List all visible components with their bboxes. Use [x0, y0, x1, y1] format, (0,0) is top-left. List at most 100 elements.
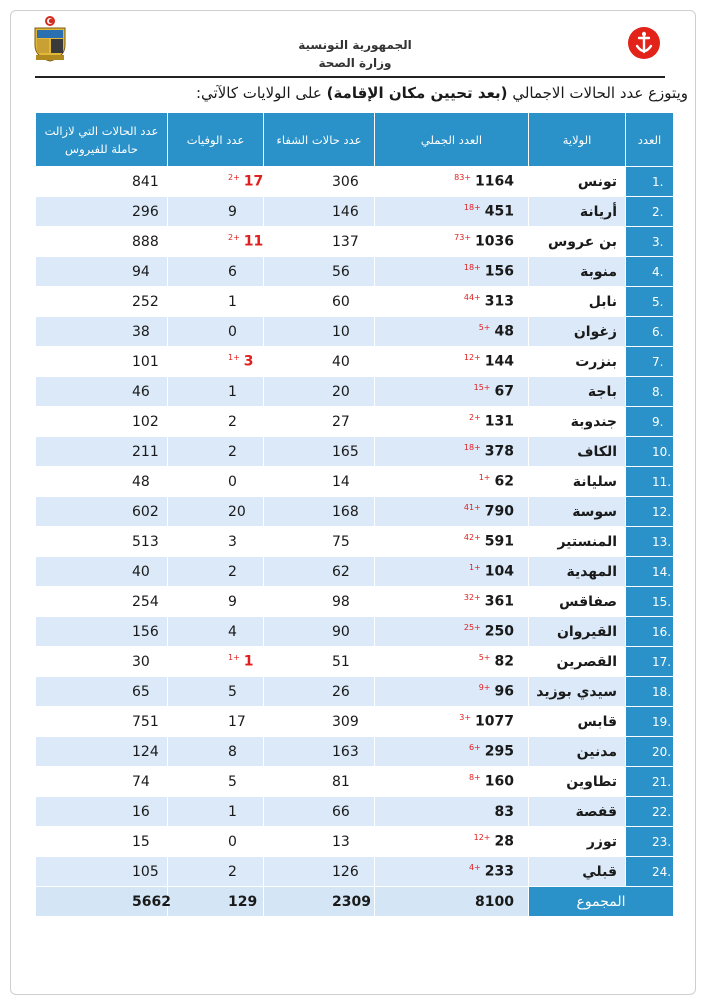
- cell-total: 5+ 82: [374, 646, 529, 677]
- cell-index: 23.: [625, 826, 674, 857]
- cell-active: 513: [35, 526, 168, 557]
- cell-cured: 146: [263, 196, 375, 227]
- cell-cured: 165: [263, 436, 375, 467]
- cell-total-value: 48: [494, 323, 514, 340]
- cell-active-value: 841: [132, 173, 159, 190]
- cell-total: 6+ 295: [374, 736, 529, 767]
- cell-total: 1+ 104: [374, 556, 529, 587]
- cell-index: 11.: [625, 466, 674, 497]
- cell-index-value: 15.: [652, 594, 672, 609]
- cell-governorate: زغوان: [528, 316, 626, 347]
- total-increment: 44+: [463, 293, 481, 303]
- cell-deaths-value: 2: [228, 443, 237, 460]
- cell-governorate: قفصة: [528, 796, 626, 827]
- cell-governorate: سليانة: [528, 466, 626, 497]
- cell-total-value: 233: [484, 863, 514, 880]
- cell-governorate: بن عروس: [528, 226, 626, 257]
- table-row: 15 0 13 12+ 28 توزر 23.: [35, 826, 674, 857]
- cell-governorate-value: بن عروس: [547, 233, 617, 250]
- total-increment: 12+: [463, 353, 481, 363]
- cell-active-value: 94: [132, 263, 150, 280]
- total-increment: 5+: [478, 323, 491, 333]
- cell-governorate-value: سيدي بوزيد: [536, 683, 617, 700]
- cell-total-value: 1077: [475, 713, 514, 730]
- death-increment: 1+: [228, 653, 240, 663]
- cell-governorate-value: قبلي: [582, 863, 617, 880]
- death-increment: 1+: [228, 353, 240, 363]
- cell-deaths: 4: [167, 616, 264, 647]
- cell-total-value: 1164: [475, 173, 514, 190]
- cell-total: 1+ 62: [374, 466, 529, 497]
- cell-governorate: المهدية: [528, 556, 626, 587]
- cell-total-value: 591: [484, 533, 514, 550]
- cell-cured: 20: [263, 376, 375, 407]
- cell-governorate-value: المنستير: [557, 533, 617, 550]
- tunisia-coat-of-arms-icon: [34, 16, 66, 62]
- cell-total: 73+ 1036: [374, 226, 529, 257]
- cell-governorate-value: قفصة: [575, 803, 617, 820]
- table-header-row: عدد الحالات التي لازالت حاملة للفيروس عد…: [35, 112, 674, 167]
- cell-active: 15: [35, 826, 168, 857]
- cell-cured-value: 40: [332, 353, 350, 370]
- cell-governorate-value: بنزرت: [575, 353, 617, 370]
- cell-index-value: 24.: [652, 864, 672, 879]
- death-increment: 2+: [228, 173, 240, 183]
- table-row: 156 4 90 25+ 250 القيروان 16.: [35, 616, 674, 647]
- cell-active-value: 296: [132, 203, 159, 220]
- cell-governorate-value: مدنين: [576, 743, 617, 760]
- cell-deaths: 8: [167, 736, 264, 767]
- total-increment: 83+: [454, 173, 472, 183]
- cell-governorate-value: القصرين: [556, 653, 618, 670]
- cell-active: 254: [35, 586, 168, 617]
- cell-index: 2.: [625, 196, 674, 227]
- cell-total-value: 28: [494, 833, 514, 850]
- cell-index-value: 23.: [652, 834, 672, 849]
- cell-deaths: 9: [167, 586, 264, 617]
- total-deaths: 129: [167, 886, 264, 917]
- table-row: 38 0 10 5+ 48 زغوان 6.: [35, 316, 674, 347]
- cell-deaths: 1: [167, 376, 264, 407]
- cell-deaths: 3: [167, 526, 264, 557]
- cell-active: 888: [35, 226, 168, 257]
- cell-cured: 75: [263, 526, 375, 557]
- total-increment: 9+: [478, 683, 491, 693]
- cell-governorate-value: سليانة: [572, 473, 617, 490]
- table-row: 254 9 98 32+ 361 صفاقس 15.: [35, 586, 674, 617]
- cell-index: 1.: [625, 166, 674, 197]
- header-ministry-title: وزارة الصحة: [318, 56, 392, 70]
- header-republic-title: الجمهورية التونسية: [298, 38, 412, 52]
- cell-index-value: 17.: [652, 654, 672, 669]
- cell-deaths-value: 3: [228, 533, 237, 550]
- cell-cured: 14: [263, 466, 375, 497]
- cell-index-value: 18.: [652, 684, 672, 699]
- total-increment: 41+: [463, 503, 481, 513]
- cell-active-value: 602: [132, 503, 159, 520]
- cell-deaths: 2: [167, 436, 264, 467]
- cell-total: 8+ 160: [374, 766, 529, 797]
- cell-governorate: القيروان: [528, 616, 626, 647]
- cell-governorate-value: القيروان: [556, 623, 617, 640]
- cell-total-value: 156: [484, 263, 514, 280]
- ministry-of-health-logo-icon: [628, 27, 660, 59]
- cell-active-value: 101: [132, 353, 159, 370]
- cell-deaths: 2+ 17: [167, 166, 264, 197]
- table-row: 751 17 309 3+ 1077 قابس 19.: [35, 706, 674, 737]
- cell-governorate: أريانة: [528, 196, 626, 227]
- cell-total: 44+ 313: [374, 286, 529, 317]
- cell-cured-value: 146: [332, 203, 359, 220]
- cell-cured: 81: [263, 766, 375, 797]
- cell-governorate-value: نابل: [588, 293, 617, 310]
- total-increment: 25+: [463, 623, 481, 633]
- cell-cured-value: 66: [332, 803, 350, 820]
- cell-deaths-value: 8: [228, 743, 237, 760]
- cell-governorate-value: توزر: [586, 833, 617, 850]
- table-body: 841 2+ 17 306 83+ 1164 تونس 1. 296 9 146 18+ 451 أريا…: [35, 166, 674, 917]
- cell-total-value: 451: [484, 203, 514, 220]
- cell-deaths: 0: [167, 826, 264, 857]
- total-increment: 2+: [468, 413, 481, 423]
- cell-cured: 126: [263, 856, 375, 887]
- cell-active-value: 74: [132, 773, 150, 790]
- cell-governorate: بنزرت: [528, 346, 626, 377]
- cell-index-value: 11.: [652, 474, 672, 489]
- cell-deaths: 0: [167, 316, 264, 347]
